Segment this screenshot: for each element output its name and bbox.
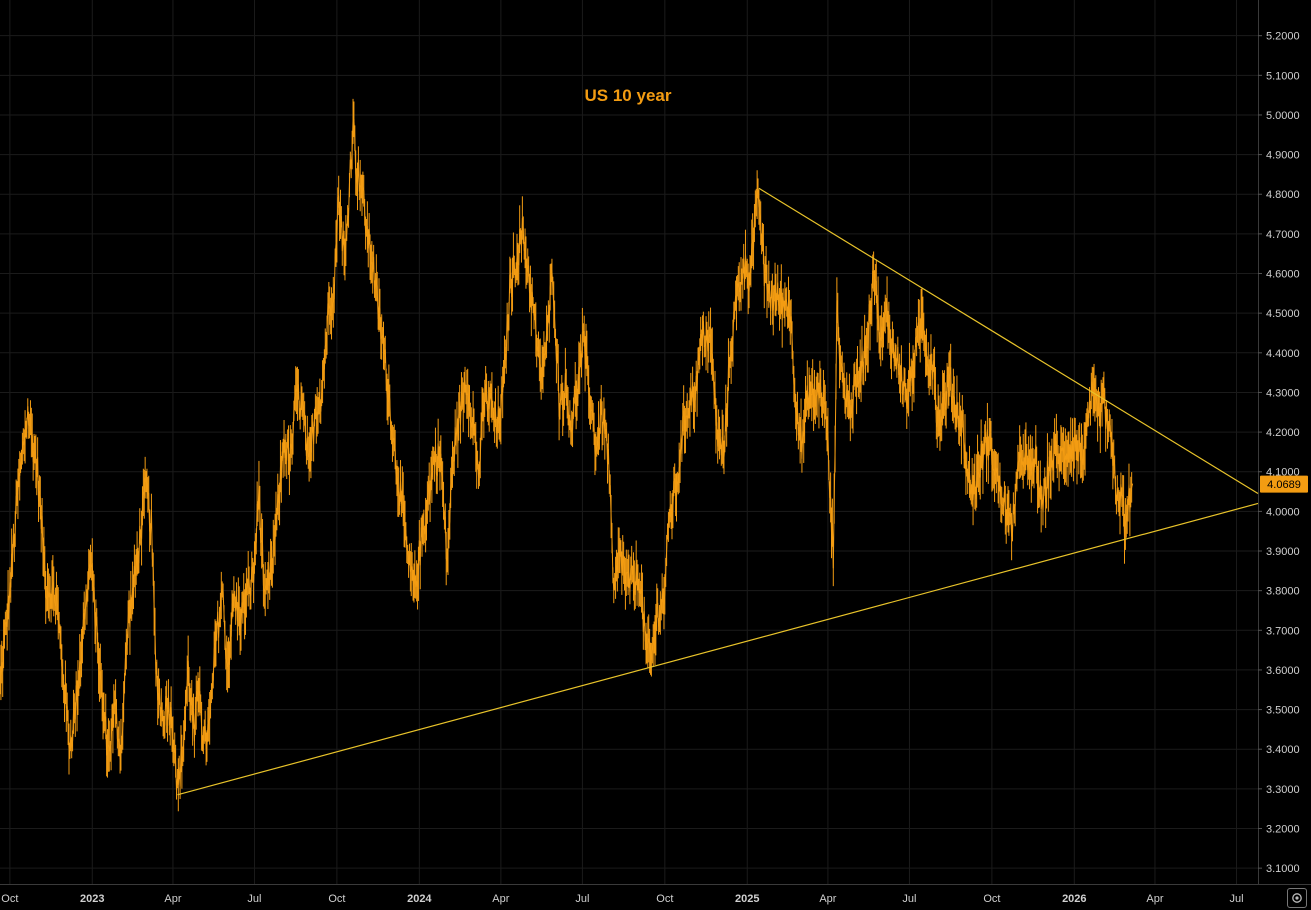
y-tick-label: 5.0000 [1266, 110, 1300, 122]
last-price-value: 4.0689 [1267, 479, 1301, 491]
y-tick-label: 4.5000 [1266, 308, 1300, 320]
y-tick-label: 3.1000 [1266, 863, 1300, 875]
y-tick-label: 3.2000 [1266, 824, 1300, 836]
x-tick-label: 2023 [80, 893, 104, 905]
y-tick-label: 4.3000 [1266, 387, 1300, 399]
y-tick-label: 3.8000 [1266, 586, 1300, 598]
x-tick-label: 2026 [1062, 893, 1086, 905]
y-tick-label: 3.3000 [1266, 784, 1300, 796]
y-tick-label: 5.1000 [1266, 70, 1300, 82]
series-layer [0, 98, 1134, 812]
x-tick-label: Oct [656, 893, 673, 905]
x-tick-label: Oct [328, 893, 345, 905]
y-tick-label: 3.4000 [1266, 744, 1300, 756]
x-tick-label: Apr [492, 893, 509, 905]
gear-icon [1291, 892, 1303, 904]
y-tick-label: 4.0000 [1266, 506, 1300, 518]
last-price-label: 4.0689 [1260, 475, 1308, 493]
y-tick-label: 3.5000 [1266, 705, 1300, 717]
y-tick-label: 4.6000 [1266, 269, 1300, 281]
x-axis[interactable]: Oct 2023 Apr Jul Oct 2024 Apr Jul Oct 2025 Apr Jul O… [1, 893, 1243, 905]
gridlines [0, 0, 1258, 884]
x-tick-label: Jul [902, 893, 916, 905]
y-tick-label: 4.7000 [1266, 229, 1300, 241]
chart-title: US 10 year [585, 86, 672, 105]
x-tick-label: Jul [1229, 893, 1243, 905]
x-tick-label: Oct [1, 893, 18, 905]
x-tick-label: Apr [1146, 893, 1163, 905]
x-tick-label: 2024 [407, 893, 432, 905]
trendline-0[interactable] [177, 502, 1259, 796]
x-tick-label: Apr [819, 893, 836, 905]
trendlines[interactable] [177, 187, 1259, 796]
y-tick-label: 3.7000 [1266, 625, 1300, 637]
y-tick-label: 4.8000 [1266, 189, 1300, 201]
x-tick-label: Apr [164, 893, 181, 905]
y-tick-label: 3.6000 [1266, 665, 1300, 677]
y-axis[interactable]: 3.1000 3.2000 3.3000 3.4000 3.5000 3.6000 3.70… [1258, 31, 1300, 875]
y-tick-label: 4.2000 [1266, 427, 1300, 439]
trendline-1[interactable] [758, 187, 1259, 495]
chart-settings-button[interactable] [1287, 888, 1307, 908]
y-tick-label: 4.4000 [1266, 348, 1300, 360]
x-tick-label: Jul [575, 893, 589, 905]
last-price-box [1260, 475, 1308, 493]
series-line-0 [0, 119, 1134, 791]
y-tick-label: 5.2000 [1266, 31, 1300, 43]
y-tick-label: 4.9000 [1266, 150, 1300, 162]
x-tick-label: Jul [247, 893, 261, 905]
y-tick-label: 3.9000 [1266, 546, 1300, 558]
x-tick-label: Oct [983, 893, 1000, 905]
x-tick-label: 2025 [735, 893, 759, 905]
